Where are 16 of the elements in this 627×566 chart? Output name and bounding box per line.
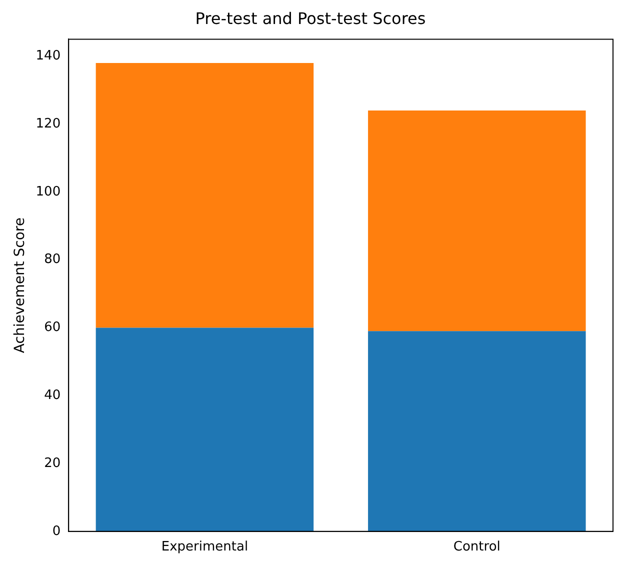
bar [96,62,314,328]
y-tick-label: 0 [52,524,61,539]
y-tick-label: 140 [36,48,61,64]
x-tick-label: Control [453,540,500,555]
y-tick-label: 120 [36,116,61,132]
y-axis-title: Achievement Score [12,218,28,354]
y-tick-label: 20 [44,456,61,471]
bar [368,331,586,532]
y-tick-label: 100 [36,184,61,200]
y-tick-label: 40 [44,388,61,403]
y-tick-label: 80 [44,252,61,268]
x-tick-label: Experimental [161,540,248,555]
chart-title: Pre-test and Post-test Scores [195,8,426,28]
bar [96,328,314,532]
y-tick-label: 60 [44,320,61,336]
bar [368,110,586,332]
